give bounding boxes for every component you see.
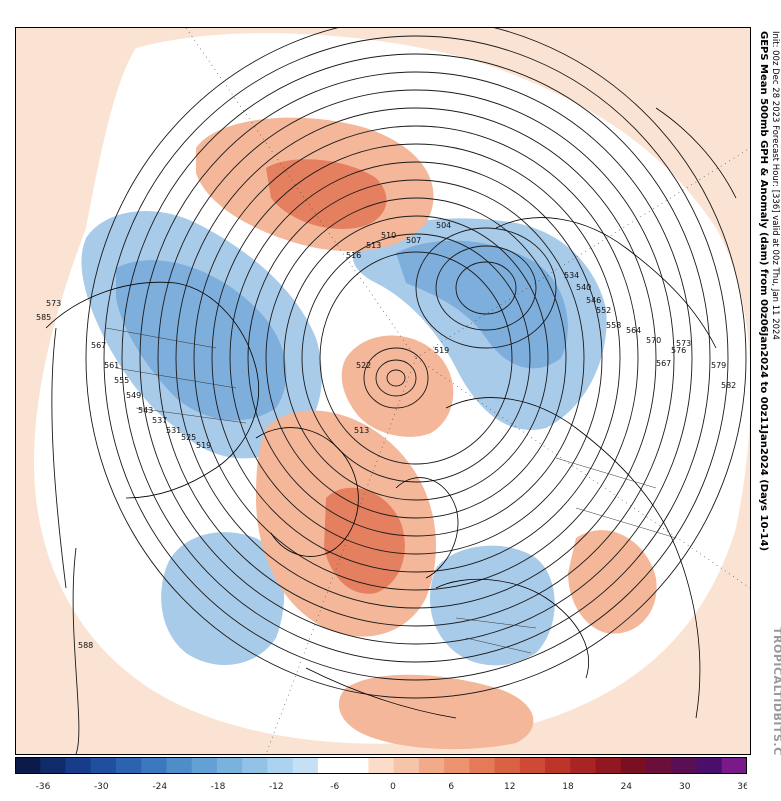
colorbar-swatch <box>267 757 294 774</box>
colorbar-swatch <box>393 757 420 774</box>
svg-text:519: 519 <box>434 346 449 355</box>
colorbar-swatch <box>671 757 698 774</box>
colorbar-swatch <box>166 757 193 774</box>
svg-text:519: 519 <box>196 441 211 450</box>
coastlines <box>45 107 737 719</box>
colorbar-swatch <box>216 757 243 774</box>
chart-title: GEPS Mean 500mb GPH & Anomaly (dam) from… <box>758 31 769 551</box>
svg-text:573: 573 <box>676 339 691 348</box>
svg-text:582: 582 <box>721 381 736 390</box>
negative-anomaly-europe <box>430 545 555 666</box>
svg-text:531: 531 <box>166 426 181 435</box>
colorbar-swatch <box>115 757 142 774</box>
colorbar-swatch <box>519 757 546 774</box>
negative-anomaly-north-america-core <box>116 260 287 421</box>
svg-text:504: 504 <box>436 221 451 230</box>
colorbar-swatch <box>545 757 571 774</box>
colorbar-tick-label: -30 <box>94 782 109 792</box>
colorbar-swatch <box>494 757 521 774</box>
colorbar-swatch <box>90 757 117 774</box>
colorbar-tick-label: 12 <box>504 782 515 792</box>
svg-text:540: 540 <box>576 283 591 292</box>
colorbar-swatch <box>141 757 167 774</box>
svg-text:555: 555 <box>114 376 129 385</box>
colorbar-tick-label: -12 <box>269 782 284 792</box>
colorbar-swatch <box>65 757 92 774</box>
colorbar-swatch <box>570 757 597 774</box>
colorbar-swatch <box>343 757 369 774</box>
svg-text:534: 534 <box>564 271 579 280</box>
colorbar-tick-label: -36 <box>36 782 51 792</box>
colorbar-labels: -36 -30 -24 -18 -12 -6 0 6 12 18 24 30 36 <box>15 773 749 797</box>
svg-text:549: 549 <box>126 391 141 400</box>
colorbar-swatch <box>721 757 748 774</box>
colorbar-swatch <box>595 757 622 774</box>
colorbar-swatch <box>317 757 344 774</box>
side-title-panel: GEPS Mean 500mb GPH & Anomaly (dam) from… <box>752 27 781 777</box>
colorbar-swatch <box>191 757 218 774</box>
watermark: TROPICALTIDBITS.COM <box>771 627 781 755</box>
svg-text:567: 567 <box>91 341 106 350</box>
positive-anomaly-south-europe <box>338 674 534 750</box>
chart-subtitle: Init: 00z Dec 28 2023 Forecast Hour: [33… <box>770 31 780 340</box>
svg-text:588: 588 <box>78 641 93 650</box>
colorbar-tick-label: 30 <box>679 782 691 792</box>
svg-text:558: 558 <box>606 321 621 330</box>
svg-text:513: 513 <box>354 426 369 435</box>
colorbar-tick-label: 6 <box>448 782 454 792</box>
svg-text:564: 564 <box>626 326 641 335</box>
colorbar-tick-label: 0 <box>390 782 396 792</box>
svg-text:552: 552 <box>596 306 611 315</box>
colorbar <box>15 757 748 774</box>
colorbar-border <box>15 757 747 774</box>
colorbar-tick-label: 36 <box>737 782 747 792</box>
svg-text:525: 525 <box>181 433 196 442</box>
svg-text:576: 576 <box>671 346 686 355</box>
svg-text:507: 507 <box>406 236 421 245</box>
svg-text:510: 510 <box>381 231 396 240</box>
colorbar-swatch <box>368 757 395 774</box>
colorbar-swatch <box>620 757 647 774</box>
colorbar-tick-label: -24 <box>152 782 167 792</box>
political-borders <box>105 327 677 654</box>
colorbar-swatch <box>444 757 470 774</box>
svg-text:522: 522 <box>356 361 371 370</box>
map-panel: 585 573 567 561 555 549 543 537 531 525 … <box>15 27 751 755</box>
colorbar-tick-label: 24 <box>621 782 633 792</box>
colorbar-tick-label: -6 <box>330 782 339 792</box>
svg-text:546: 546 <box>586 296 601 305</box>
svg-text:579: 579 <box>711 361 726 370</box>
svg-text:573: 573 <box>46 299 61 308</box>
colorbar-swatch <box>40 757 66 774</box>
negative-anomaly-atlantic <box>161 532 285 665</box>
contour-labels: 585 573 567 561 555 549 543 537 531 525 … <box>36 221 736 650</box>
graticule <box>185 28 750 754</box>
svg-text:537: 537 <box>152 416 167 425</box>
colorbar-swatch <box>469 757 496 774</box>
colorbar-swatch <box>418 757 445 774</box>
colorbar-swatch <box>696 757 723 774</box>
colorbar-swatch <box>292 757 319 774</box>
svg-text:585: 585 <box>36 313 51 322</box>
colorbar-swatch <box>242 757 268 774</box>
colorbar-swatch <box>15 757 41 774</box>
svg-text:567: 567 <box>656 359 671 368</box>
colorbar-tick-label: 18 <box>562 782 574 792</box>
height-contours <box>51 28 747 754</box>
svg-text:570: 570 <box>646 336 661 345</box>
svg-text:561: 561 <box>104 361 119 370</box>
svg-text:543: 543 <box>138 406 153 415</box>
svg-text:513: 513 <box>366 241 381 250</box>
svg-text:516: 516 <box>346 251 361 260</box>
colorbar-swatch <box>646 757 672 774</box>
colorbar-tick-label: -18 <box>211 782 226 792</box>
hemispheric-map: 585 573 567 561 555 549 543 537 531 525 … <box>16 28 750 754</box>
